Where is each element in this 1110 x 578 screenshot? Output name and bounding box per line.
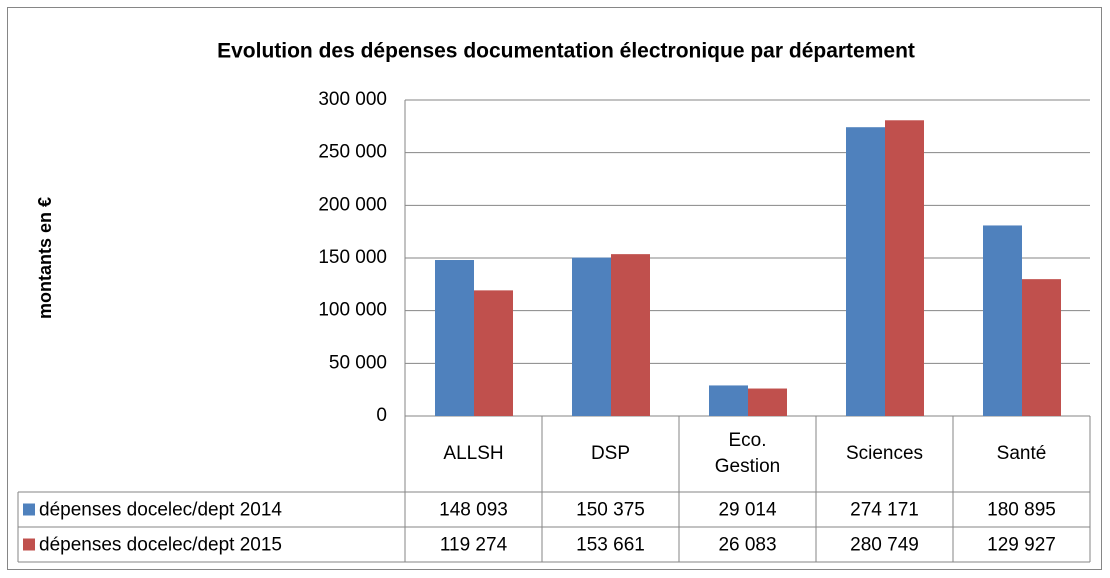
data-label: 119 274 [440, 535, 508, 556]
x-tick-label: DSP [590, 443, 631, 464]
x-tick-label: Eco. Gestion [714, 430, 781, 477]
x-tick-label: Sciences [845, 443, 924, 464]
x-tick-cell: Eco. Gestion [714, 430, 781, 477]
legend-label: dépenses docelec/dept 2014 [39, 500, 282, 521]
bar [1022, 279, 1061, 416]
y-axis-label: montants en € [35, 197, 55, 319]
chart-title: Evolution des dépenses documentation éle… [217, 40, 915, 63]
y-tick-label: 200 000 [318, 194, 387, 215]
bar [885, 120, 924, 417]
legend-label: dépenses docelec/dept 2015 [39, 535, 282, 556]
x-tick-cell: DSP [590, 443, 631, 464]
x-tick-cell: ALLSH [443, 443, 504, 464]
legend-swatch [23, 538, 35, 551]
bar [709, 385, 748, 416]
y-tick-label: 250 000 [318, 142, 387, 163]
data-label: 26 083 [718, 535, 776, 556]
legend-swatch [23, 503, 35, 516]
data-label: 129 927 [987, 535, 1056, 556]
data-label: 150 375 [576, 500, 645, 521]
data-label: 153 661 [576, 535, 645, 556]
bar [474, 290, 513, 416]
bar [748, 388, 787, 416]
y-tick-label: 50 000 [329, 352, 387, 373]
data-label: 280 749 [850, 535, 919, 556]
y-tick-label: 100 000 [318, 300, 387, 321]
bar [846, 127, 885, 416]
x-tick-cell: Sciences [845, 443, 924, 464]
bar [572, 257, 611, 416]
bar [435, 260, 474, 416]
bar [611, 254, 650, 416]
x-tick-label: Santé [996, 443, 1047, 464]
data-label: 180 895 [987, 500, 1056, 521]
y-tick-label: 300 000 [318, 89, 387, 110]
bar [983, 225, 1022, 416]
y-tick-label: 0 [376, 405, 387, 426]
x-tick-cell: Santé [996, 443, 1047, 464]
x-tick-label: ALLSH [443, 443, 504, 464]
data-label: 274 171 [850, 500, 919, 521]
data-label: 29 014 [718, 500, 777, 521]
data-label: 148 093 [439, 500, 508, 521]
y-tick-label: 150 000 [318, 247, 387, 268]
